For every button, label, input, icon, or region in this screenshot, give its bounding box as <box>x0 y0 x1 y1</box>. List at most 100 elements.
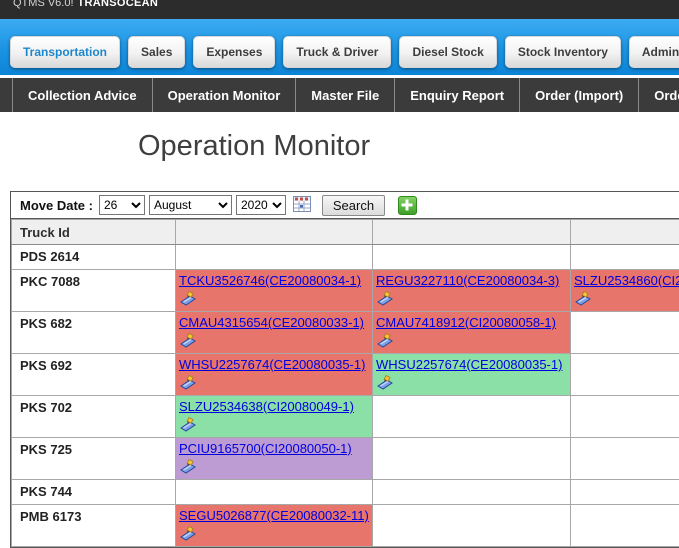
truck-id-cell: PKS 682 <box>12 312 176 354</box>
column-header <box>373 220 571 245</box>
table-body: PDS 2614 PKC 7088 TCKU3526746(CE20080034… <box>12 245 679 547</box>
truck-id-cell: PKS 725 <box>12 438 176 480</box>
table-row: PKS 725 PCIU9165700(CI20080050-1) <box>12 438 679 480</box>
container-link[interactable]: REGU3227110(CE20080034-3) <box>376 273 559 288</box>
container-link[interactable]: TCKU3526746(CE20080034-1) <box>179 273 361 288</box>
container-entry: REGU3227110(CE20080034-3) <box>373 270 570 306</box>
schedule-cell <box>373 480 571 505</box>
note-edit-icon[interactable] <box>180 333 196 348</box>
calendar-icon <box>293 196 311 212</box>
truck-id-cell: PDS 2614 <box>12 245 176 270</box>
search-button[interactable]: Search <box>322 195 385 216</box>
operation-monitor-panel: Move Date : 26 August 2020 Search <box>10 191 679 548</box>
container-entry: CMAU7418912(CI20080058-1) <box>373 312 570 348</box>
tab-stock-inventory[interactable]: Stock Inventory <box>505 36 621 68</box>
day-select[interactable]: 26 <box>99 195 145 215</box>
container-link[interactable]: CMAU4315654(CE20080033-1) <box>179 315 364 330</box>
table-row: PKS 702 SLZU2534638(CI20080049-1) <box>12 396 679 438</box>
truck-id-header: Truck Id <box>12 220 176 245</box>
schedule-cell: TCKU3526746(CE20080034-1) <box>176 270 373 312</box>
schedule-cell <box>373 505 571 547</box>
schedule-cell <box>571 438 679 480</box>
menu-item-enquiry-report[interactable]: Enquiry Report <box>394 78 519 112</box>
schedule-cell: SLZU2534638(CI20080049-1) <box>176 396 373 438</box>
month-select[interactable]: August <box>149 195 232 215</box>
schedule-cell: SLZU2534860(CI20 <box>571 270 679 312</box>
truck-id-cell: PMB 6173 <box>12 505 176 547</box>
schedule-cell <box>571 354 679 396</box>
note-edit-icon[interactable] <box>377 333 393 348</box>
container-link[interactable]: SLZU2534638(CI20080049-1) <box>179 399 354 414</box>
container-entry: SEGU5026877(CE20080032-11) <box>176 505 372 541</box>
container-link[interactable]: SEGU5026877(CE20080032-11) <box>179 508 369 523</box>
schedule-cell: CMAU7418912(CI20080058-1) <box>373 312 571 354</box>
container-entry: WHSU2257674(CE20080035-1) <box>176 354 372 390</box>
note-edit-icon[interactable] <box>575 291 591 306</box>
schedule-cell <box>571 245 679 270</box>
schedule-cell <box>373 396 571 438</box>
container-link[interactable]: WHSU2257674(CE20080035-1) <box>179 357 365 372</box>
menu-item-collection-advice[interactable]: Collection Advice <box>12 78 152 112</box>
schedule-cell <box>571 505 679 547</box>
tab-transportation[interactable]: Transportation <box>10 36 120 68</box>
schedule-cell <box>373 438 571 480</box>
container-link[interactable]: CMAU7418912(CI20080058-1) <box>376 315 556 330</box>
truck-id-cell: PKC 7088 <box>12 270 176 312</box>
company-name: TRANSOCEAN <box>78 0 159 9</box>
table-row: PKS 682 CMAU4315654(CE20080033-1) CMAU74… <box>12 312 679 354</box>
table-row: PMB 6173 SEGU5026877(CE20080032-11) <box>12 505 679 547</box>
schedule-cell: PCIU9165700(CI20080050-1) <box>176 438 373 480</box>
schedule-cell <box>571 396 679 438</box>
note-edit-icon[interactable] <box>377 375 393 390</box>
table-row: PKS 692 WHSU2257674(CE20080035-1) WHSU22… <box>12 354 679 396</box>
tab-admin[interactable]: Admin <box>629 36 679 68</box>
container-entry: CMAU4315654(CE20080033-1) <box>176 312 372 348</box>
table-row: PKC 7088 TCKU3526746(CE20080034-1) REGU3… <box>12 270 679 312</box>
schedule-cell <box>176 480 373 505</box>
calendar-button[interactable] <box>292 196 312 214</box>
menu-item-operation-monitor[interactable]: Operation Monitor <box>152 78 296 112</box>
table-row: PKS 744 <box>12 480 679 505</box>
schedule-cell <box>571 480 679 505</box>
page-title: Operation Monitor <box>138 130 370 163</box>
container-entry: TCKU3526746(CE20080034-1) <box>176 270 372 306</box>
table-row: PDS 2614 <box>12 245 679 270</box>
schedule-cell <box>176 245 373 270</box>
tab-expenses[interactable]: Expenses <box>193 36 275 68</box>
note-edit-icon[interactable] <box>180 291 196 306</box>
tab-sales[interactable]: Sales <box>128 36 185 68</box>
table-header: Truck Id <box>12 220 679 245</box>
schedule-cell <box>373 245 571 270</box>
note-edit-icon[interactable] <box>180 526 196 541</box>
container-link[interactable]: PCIU9165700(CI20080050-1) <box>179 441 352 456</box>
schedule-cell: WHSU2257674(CE20080035-1) <box>176 354 373 396</box>
truck-id-cell: PKS 744 <box>12 480 176 505</box>
column-header <box>176 220 373 245</box>
truck-id-cell: PKS 692 <box>12 354 176 396</box>
note-edit-icon[interactable] <box>377 291 393 306</box>
tab-truck-driver[interactable]: Truck & Driver <box>283 36 391 68</box>
schedule-cell: SEGU5026877(CE20080032-11) <box>176 505 373 547</box>
tab-diesel-stock[interactable]: Diesel Stock <box>399 36 496 68</box>
note-edit-icon[interactable] <box>180 375 196 390</box>
column-header <box>571 220 679 245</box>
menu-item-master-file[interactable]: Master File <box>295 78 394 112</box>
menu-item-orde[interactable]: Orde <box>638 78 679 112</box>
titlebar: QTMS V6.0! TRANSOCEAN <box>0 0 679 19</box>
add-button[interactable] <box>398 196 417 215</box>
year-select[interactable]: 2020 <box>236 195 286 215</box>
move-date-filter: Move Date : 26 August 2020 Search <box>11 192 679 219</box>
note-edit-icon[interactable] <box>180 417 196 432</box>
container-link[interactable]: SLZU2534860(CI20 <box>574 273 679 288</box>
move-date-label: Move Date : <box>20 198 93 213</box>
container-entry: PCIU9165700(CI20080050-1) <box>176 438 372 474</box>
menu-item-order-import[interactable]: Order (Import) <box>519 78 638 112</box>
container-link[interactable]: WHSU2257674(CE20080035-1) <box>376 357 562 372</box>
container-entry: WHSU2257674(CE20080035-1) <box>373 354 570 390</box>
note-edit-icon[interactable] <box>180 459 196 474</box>
app-name: QTMS V6.0! <box>13 0 74 9</box>
container-entry: SLZU2534638(CI20080049-1) <box>176 396 372 432</box>
schedule-cell <box>571 312 679 354</box>
